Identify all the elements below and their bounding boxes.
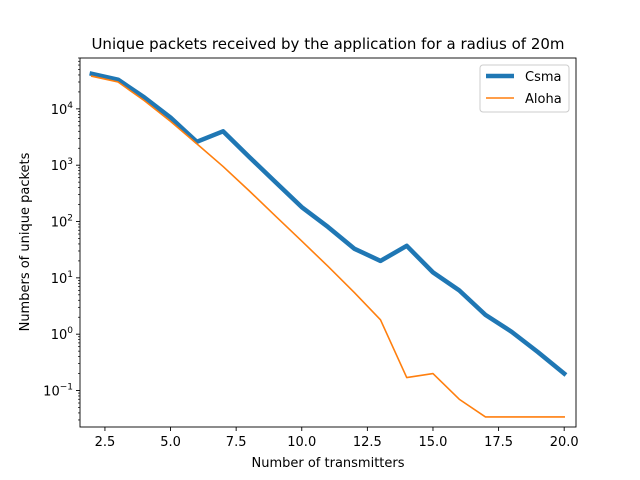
y-tick-label: 100 [51,326,74,343]
y-axis-label: Numbers of unique packets [18,152,33,331]
plot-area: 2.5 5.0 7.5 10.0 12.5 15.0 17.5 20.0 10−1 100 101 1… [43,57,579,450]
x-axis-label: Number of transmitters [251,456,404,471]
chart-title: Unique packets received by the applicati… [91,35,564,53]
y-tick-label: 10−1 [43,383,73,400]
y-tick-label: 103 [51,157,73,174]
series-line-csma [89,71,568,377]
legend-label-aloha: Aloha [525,92,562,107]
x-tick-label: 7.5 [226,435,247,450]
y-tick-label: 104 [51,101,74,118]
x-tick-label: 17.5 [484,435,513,450]
legend: Csma Aloha [479,64,570,113]
x-tick-label: 15.0 [418,435,447,450]
y-tick-label: 102 [51,214,73,231]
axes-frame [79,57,577,428]
legend-label-csma: Csma [525,70,561,85]
x-tick-label: 2.5 [95,435,116,450]
series-line-aloha [90,75,565,418]
x-tick-label: 12.5 [353,435,382,450]
x-tick-label: 5.0 [160,435,181,450]
x-tick-label: 20.0 [550,435,579,450]
x-tick-label: 10.0 [287,435,316,450]
y-tick-label: 101 [51,270,73,287]
